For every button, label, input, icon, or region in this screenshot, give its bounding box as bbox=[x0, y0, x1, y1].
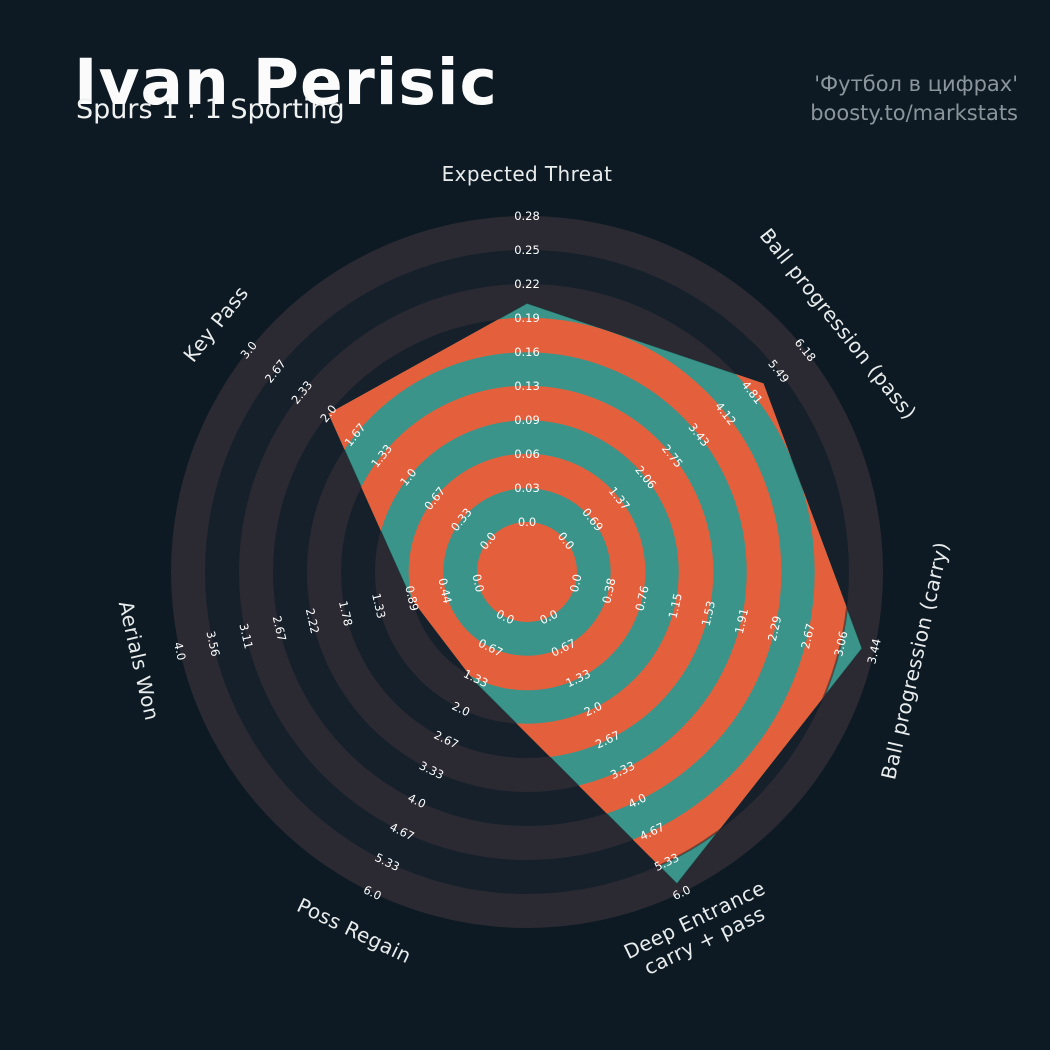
tick-label: 2.67 bbox=[270, 614, 289, 642]
tick-label: 0.22 bbox=[514, 277, 540, 291]
tick-label: 0.06 bbox=[514, 447, 540, 461]
tick-label: 1.91 bbox=[732, 607, 751, 635]
tick-label: 0.03 bbox=[514, 481, 540, 495]
tick-label: 0.28 bbox=[514, 209, 540, 223]
tick-label: 4.0 bbox=[171, 641, 189, 662]
credit-channel-name: 'Футбол в цифрах' bbox=[814, 72, 1018, 96]
tick-label: 1.33 bbox=[369, 592, 388, 620]
tick-label: 3.56 bbox=[203, 630, 222, 658]
tick-label: 0.25 bbox=[514, 243, 540, 257]
tick-label: 0.0 bbox=[518, 515, 536, 529]
axis-category-label: Ball progression (carry) bbox=[876, 539, 953, 781]
tick-label: 1.78 bbox=[336, 599, 355, 627]
tick-label: 0.16 bbox=[514, 345, 540, 359]
tick-label: 0.13 bbox=[514, 379, 540, 393]
tick-label: 2.29 bbox=[765, 614, 784, 642]
tick-label: 0.0 bbox=[567, 573, 585, 594]
tick-label: 0.09 bbox=[514, 413, 540, 427]
axis-category-label: Expected Threat bbox=[442, 162, 613, 186]
tick-label: 1.53 bbox=[699, 599, 718, 627]
player-name-title: Ivan Perisic bbox=[74, 46, 498, 120]
credits-block: 'Футбол в цифрах' boosty.to/markstats bbox=[810, 70, 1018, 129]
tick-label: 2.67 bbox=[798, 622, 817, 650]
tick-label: 3.06 bbox=[831, 630, 850, 658]
axis-category-label: Poss Regain bbox=[293, 893, 415, 968]
tick-label: 0.19 bbox=[514, 311, 540, 325]
tick-label: 1.15 bbox=[666, 592, 685, 620]
tick-label: 0.38 bbox=[599, 577, 618, 605]
tick-label: 2.22 bbox=[303, 607, 322, 635]
tick-label: 0.44 bbox=[435, 577, 454, 605]
tick-label: 0.0 bbox=[469, 573, 487, 594]
tick-label: 3.44 bbox=[864, 637, 883, 665]
tick-label: 0.76 bbox=[632, 584, 651, 612]
tick-label: 3.11 bbox=[237, 622, 256, 650]
match-score-subtitle: Spurs 1 : 1 Sporting bbox=[76, 94, 345, 125]
credit-link: boosty.to/markstats bbox=[810, 101, 1018, 126]
tick-label: 0.89 bbox=[402, 584, 421, 612]
axis-category-label: Aerials Won bbox=[114, 598, 165, 722]
